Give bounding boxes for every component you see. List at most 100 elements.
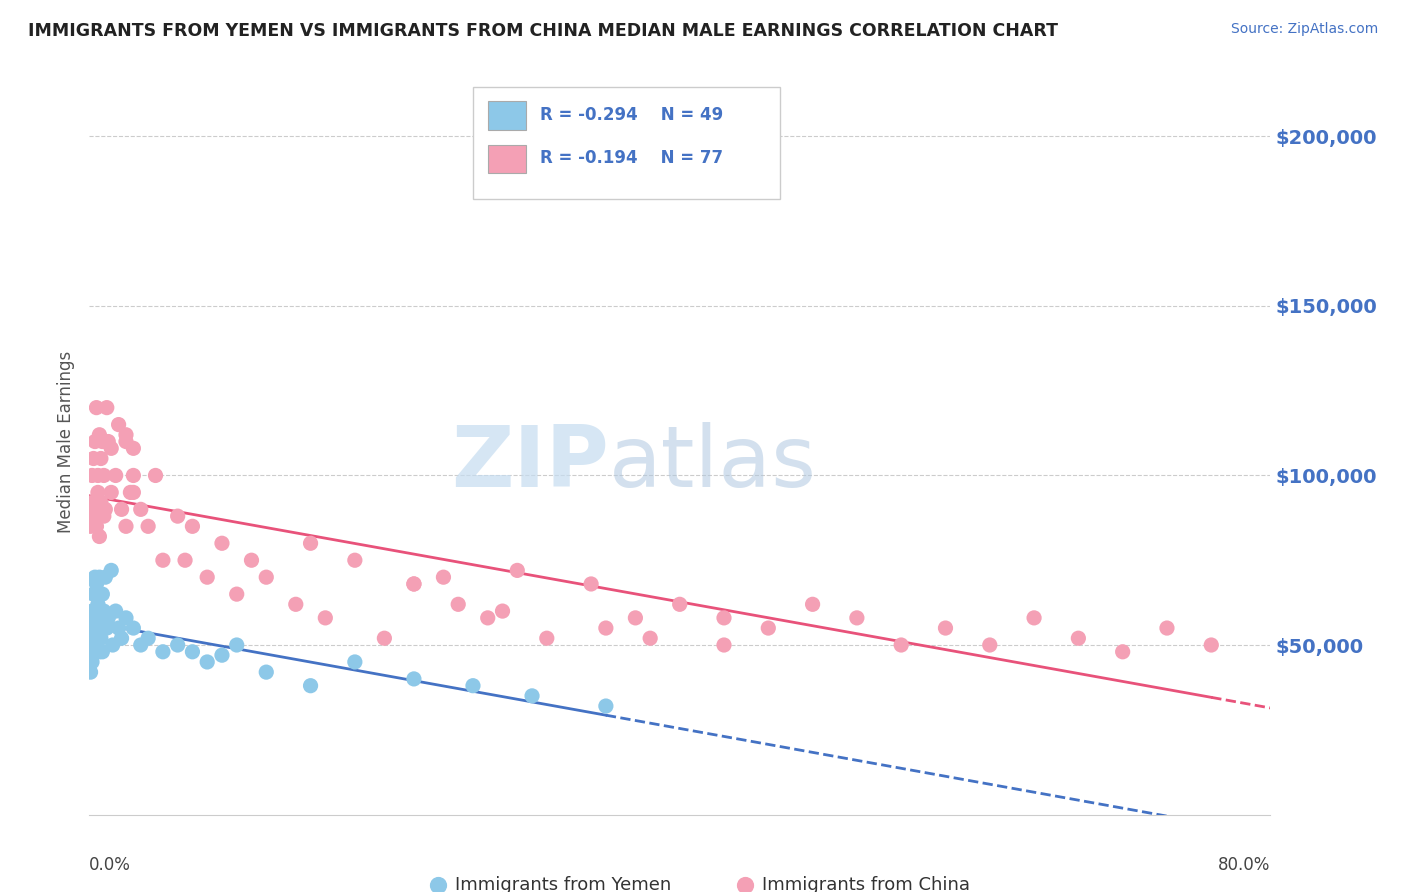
FancyBboxPatch shape (488, 145, 526, 173)
Point (87, 621, 110, 635)
Point (90, 451, 112, 466)
Point (89, 529, 111, 543)
Point (536, 631, 558, 645)
Point (129, 502, 152, 516)
Point (82, 451, 104, 466)
Point (136, 519, 159, 533)
Point (115, 427, 138, 442)
Point (100, 442, 122, 456)
Point (80, 631, 103, 645)
Point (96, 401, 118, 415)
Text: R = -0.294    N = 49: R = -0.294 N = 49 (540, 106, 724, 124)
Text: 80.0%: 80.0% (1218, 855, 1271, 873)
Point (402, 577, 425, 591)
Point (84, 495, 107, 509)
FancyBboxPatch shape (472, 87, 780, 199)
Point (87, 468, 110, 483)
Point (97, 611, 120, 625)
Text: R = -0.194    N = 77: R = -0.194 N = 77 (540, 149, 724, 167)
Point (520, 689, 543, 703)
Text: Immigrants from Yemen: Immigrants from Yemen (456, 877, 672, 892)
Point (166, 509, 188, 524)
Point (211, 536, 233, 550)
Point (1156, 621, 1178, 635)
Point (84, 611, 107, 625)
Point (897, 807, 920, 822)
Point (136, 631, 159, 645)
Point (890, 638, 912, 652)
Point (115, 434, 138, 449)
Point (86, 631, 108, 645)
Point (115, 611, 138, 625)
Point (89, 570, 111, 584)
Point (254, 570, 277, 584)
Text: atlas: atlas (609, 423, 817, 506)
Point (79, 665, 101, 680)
Point (80, 655, 103, 669)
Point (82, 587, 104, 601)
Point (90, 495, 112, 509)
Point (181, 645, 204, 659)
Point (343, 655, 366, 669)
Point (84, 434, 107, 449)
Point (100, 563, 122, 577)
Point (84, 570, 107, 584)
Point (845, 611, 868, 625)
Point (96, 621, 118, 635)
Point (79, 621, 101, 635)
Text: ZIP: ZIP (451, 423, 609, 506)
Point (513, 807, 536, 822)
Point (934, 621, 956, 635)
Point (254, 665, 277, 680)
Text: Immigrants from China: Immigrants from China (762, 877, 970, 892)
Point (713, 638, 735, 652)
Point (432, 570, 454, 584)
Point (94, 570, 117, 584)
Point (104, 604, 127, 618)
Point (624, 611, 647, 625)
Point (979, 638, 1001, 652)
Point (122, 468, 145, 483)
Point (373, 631, 395, 645)
Point (477, 611, 499, 625)
Point (506, 563, 529, 577)
Point (107, 417, 129, 432)
Point (86, 611, 108, 625)
Point (122, 442, 145, 456)
Point (1199, 638, 1222, 652)
Point (93, 509, 115, 524)
Point (82, 645, 104, 659)
Point (122, 485, 145, 500)
Text: Source: ZipAtlas.com: Source: ZipAtlas.com (1230, 22, 1378, 37)
Point (299, 536, 322, 550)
Point (87, 597, 110, 611)
Point (89, 645, 111, 659)
Point (86, 519, 108, 533)
Point (100, 485, 122, 500)
Y-axis label: Median Male Earnings: Median Male Earnings (58, 351, 75, 533)
Point (110, 631, 132, 645)
Point (211, 648, 233, 663)
Point (86, 401, 108, 415)
Point (195, 655, 218, 669)
Point (713, 611, 735, 625)
Point (638, 631, 661, 645)
Point (93, 604, 115, 618)
Point (402, 672, 425, 686)
Point (84, 638, 107, 652)
FancyBboxPatch shape (488, 102, 526, 129)
Point (104, 468, 127, 483)
Point (152, 553, 174, 567)
Point (225, 587, 247, 601)
Point (343, 553, 366, 567)
Point (122, 621, 145, 635)
Point (174, 553, 197, 567)
Point (82, 509, 104, 524)
Point (80, 604, 103, 618)
Point (79, 519, 101, 533)
Point (579, 577, 602, 591)
Point (447, 597, 470, 611)
Point (80, 468, 103, 483)
Point (1067, 631, 1090, 645)
Point (90, 631, 112, 645)
